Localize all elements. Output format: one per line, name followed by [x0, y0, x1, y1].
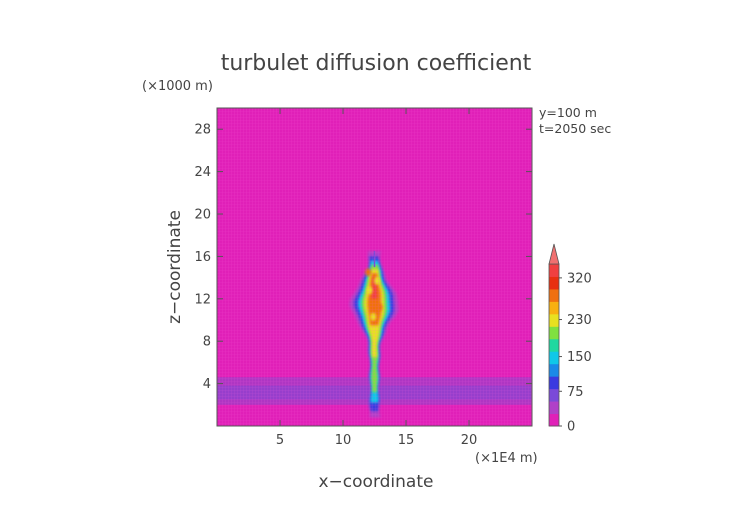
colorbar-segment	[549, 313, 559, 327]
plot-area	[216, 107, 533, 427]
y-axis-label: z−coordinate	[165, 210, 185, 324]
y-tick-label: 28	[194, 123, 211, 138]
colorbar-segment	[549, 301, 559, 315]
y-tick-label: 8	[203, 335, 211, 350]
colorbar: 0 75 150 230 320	[548, 243, 592, 435]
plot-frame	[216, 107, 533, 427]
x-tick-label: 5	[276, 433, 284, 448]
colorbar-tick-label: 75	[567, 385, 584, 400]
colorbar-segment	[549, 376, 559, 390]
colorbar-segment	[549, 326, 559, 340]
colorbar-tick-label: 320	[567, 271, 592, 286]
colorbar-extend-arrow	[548, 243, 560, 265]
x-tick-label: 10	[335, 433, 352, 448]
grid-texture	[217, 108, 532, 426]
colorbar-segment	[549, 276, 559, 290]
y-unit-label: (×1000 m)	[142, 79, 213, 94]
y-tick-label: 24	[194, 165, 211, 180]
y-tick-label: 20	[194, 208, 211, 223]
x-tick-label: 15	[398, 433, 415, 448]
chart-title: turbulet diffusion coefficient	[221, 51, 532, 76]
colorbar-segment	[549, 338, 559, 352]
y-tick-label: 12	[194, 292, 211, 307]
colorbar-segment	[549, 288, 559, 302]
x-tick-label: 20	[461, 433, 478, 448]
colorbar-tick-label: 230	[567, 313, 592, 328]
colorbar-tick-label: 150	[567, 350, 592, 365]
colorbar-segment	[549, 413, 559, 427]
colorbar-segment	[549, 401, 559, 415]
x-unit-label: (×1E4 m)	[475, 451, 538, 466]
annotation-y-position: y=100 m	[539, 105, 597, 120]
y-tick-label: 4	[203, 377, 211, 392]
colorbar-segment	[549, 388, 559, 402]
y-tick-label: 16	[194, 250, 211, 265]
colorbar-segment	[549, 363, 559, 377]
colorbar-tick-label: 0	[567, 420, 575, 435]
colorbar-segment	[549, 351, 559, 365]
y-axis: 4 8 12 16 20 24 28	[194, 123, 532, 392]
x-axis: 5 10 15 20	[276, 108, 477, 448]
x-axis-label: x−coordinate	[319, 472, 434, 492]
annotation-time: t=2050 sec	[539, 121, 611, 136]
colorbar-segment	[549, 264, 559, 277]
